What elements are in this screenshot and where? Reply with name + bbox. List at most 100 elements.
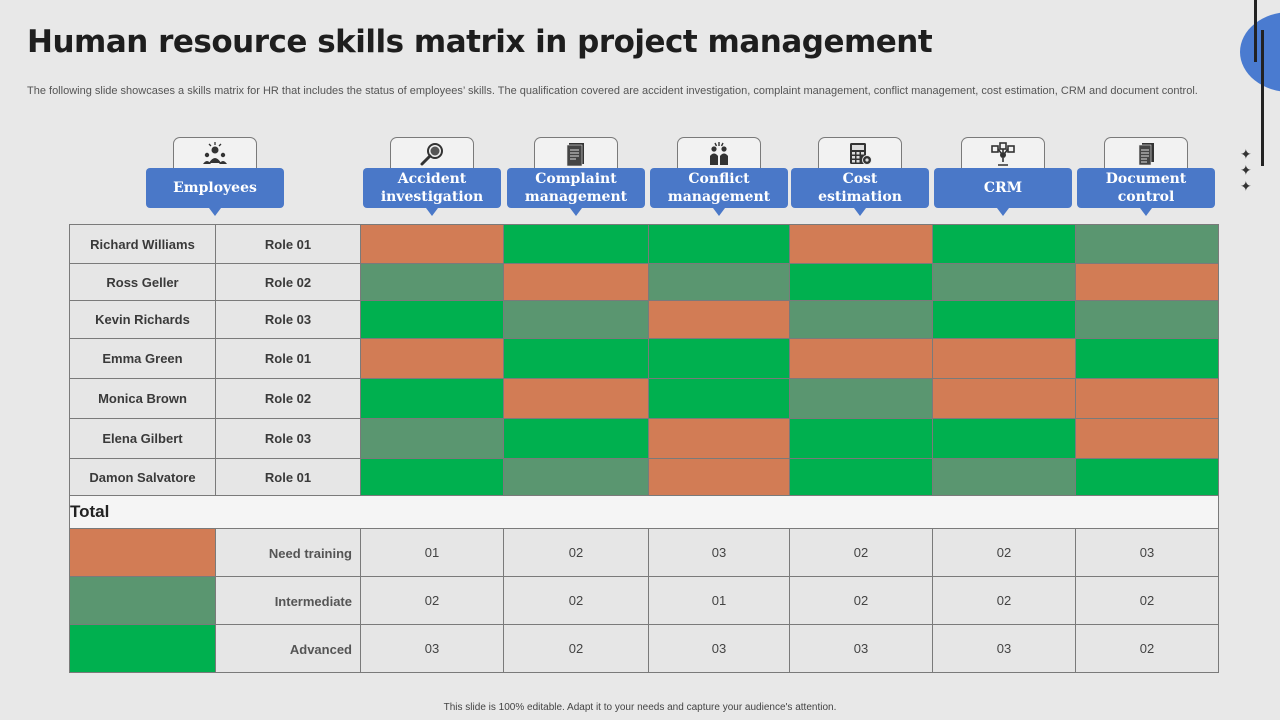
skill-cell-need — [1075, 378, 1219, 419]
skill-cell-adv — [932, 224, 1076, 264]
skill-cell-adv — [789, 263, 933, 301]
employee-role: Role 03 — [215, 300, 361, 339]
header-label: CRM — [934, 168, 1072, 208]
legend-label: Need training — [215, 528, 361, 577]
employee-role: Role 02 — [215, 263, 361, 301]
header-label: Employees — [146, 168, 284, 208]
skill-cell-inter — [1075, 224, 1219, 264]
pointer-arrow — [713, 208, 725, 216]
skill-cell-inter — [932, 458, 1076, 496]
count-cell: 03 — [648, 624, 790, 673]
decorative-line — [1261, 30, 1264, 166]
count-cell: 03 — [932, 624, 1076, 673]
skills-matrix-table: Richard Williams Role 01 Ross Geller Role 0… — [69, 224, 1219, 673]
table-row: Monica Brown Role 02 — [69, 378, 1219, 419]
skill-cell-inter — [789, 378, 933, 419]
employee-role: Role 01 — [215, 224, 361, 264]
skill-cell-need — [648, 300, 790, 339]
count-cell: 03 — [1075, 528, 1219, 577]
skill-cell-need — [503, 378, 649, 419]
skill-cell-inter — [503, 458, 649, 496]
legend-swatch — [69, 576, 216, 625]
legend-row: Advanced 03 02 03 03 03 02 — [69, 624, 1219, 673]
files-icon — [1104, 137, 1188, 169]
header-accident-investigation: Accident investigation — [363, 137, 501, 217]
decorative-line — [1254, 0, 1257, 62]
employee-role: Role 03 — [215, 418, 361, 459]
skill-cell-need — [1075, 418, 1219, 459]
legend-swatch — [69, 624, 216, 673]
header-label: Document control — [1077, 168, 1215, 208]
header-label: Conflict management — [650, 168, 788, 208]
pointer-arrow — [854, 208, 866, 216]
header-crm: CRM — [934, 137, 1072, 217]
document-icon — [534, 137, 618, 169]
skill-cell-need — [360, 338, 504, 379]
employee-name: Kevin Richards — [69, 300, 216, 339]
legend-row: Need training 01 02 03 02 02 03 — [69, 528, 1219, 577]
count-cell: 03 — [789, 624, 933, 673]
header-label: Accident investigation — [363, 168, 501, 208]
skill-cell-inter — [360, 418, 504, 459]
total-label: Total — [69, 495, 1219, 529]
count-cell: 03 — [648, 528, 790, 577]
header-document-control: Document control — [1077, 137, 1215, 217]
pointer-arrow — [209, 208, 221, 216]
total-row: Total — [69, 495, 1219, 529]
count-cell: 02 — [789, 576, 933, 625]
skill-cell-adv — [932, 418, 1076, 459]
employee-name: Monica Brown — [69, 378, 216, 419]
employee-name: Emma Green — [69, 338, 216, 379]
header-complaint-management: Complaint management — [507, 137, 645, 217]
calculator-icon — [818, 137, 902, 169]
count-cell: 02 — [1075, 624, 1219, 673]
pointer-arrow — [570, 208, 582, 216]
skill-cell-need — [503, 263, 649, 301]
sparkle-icon: ✦ — [1240, 146, 1252, 162]
skill-cell-adv — [648, 378, 790, 419]
table-row: Elena Gilbert Role 03 — [69, 418, 1219, 459]
header-label: Cost estimation — [791, 168, 929, 208]
employee-role: Role 01 — [215, 338, 361, 379]
page-title: Human resource skills matrix in project … — [27, 24, 933, 60]
count-cell: 02 — [503, 624, 649, 673]
skill-cell-adv — [360, 300, 504, 339]
sparkle-icon: ✦ — [1240, 178, 1252, 194]
skill-cell-adv — [1075, 458, 1219, 496]
header-conflict-management: Conflict management — [650, 137, 788, 217]
legend-label: Advanced — [215, 624, 361, 673]
skill-cell-adv — [789, 458, 933, 496]
count-cell: 01 — [360, 528, 504, 577]
header-employees: Employees — [146, 137, 284, 217]
legend-label: Intermediate — [215, 576, 361, 625]
skill-cell-inter — [789, 300, 933, 339]
count-cell: 02 — [789, 528, 933, 577]
skill-cell-need — [789, 338, 933, 379]
footer-note: This slide is 100% editable. Adapt it to… — [443, 702, 837, 713]
sparkle-icon: ✦ — [1240, 162, 1252, 178]
skill-cell-adv — [503, 418, 649, 459]
magnifier-icon — [390, 137, 474, 169]
skill-cell-inter — [1075, 300, 1219, 339]
skill-cell-need — [1075, 263, 1219, 301]
employee-name: Richard Williams — [69, 224, 216, 264]
skill-cell-adv — [360, 378, 504, 419]
skill-cell-adv — [648, 224, 790, 264]
skill-cell-need — [932, 378, 1076, 419]
skill-cell-adv — [503, 224, 649, 264]
team-icon — [173, 137, 257, 169]
count-cell: 02 — [932, 576, 1076, 625]
employee-role: Role 01 — [215, 458, 361, 496]
skill-cell-need — [360, 224, 504, 264]
employee-role: Role 02 — [215, 378, 361, 419]
employee-name: Elena Gilbert — [69, 418, 216, 459]
skill-cell-inter — [932, 263, 1076, 301]
skill-cell-adv — [789, 418, 933, 459]
pointer-arrow — [997, 208, 1009, 216]
employee-name: Damon Salvatore — [69, 458, 216, 496]
count-cell: 01 — [648, 576, 790, 625]
skill-cell-adv — [360, 458, 504, 496]
page-subtitle: The following slide showcases a skills m… — [27, 85, 1198, 97]
skill-cell-need — [932, 338, 1076, 379]
legend-swatch — [69, 528, 216, 577]
